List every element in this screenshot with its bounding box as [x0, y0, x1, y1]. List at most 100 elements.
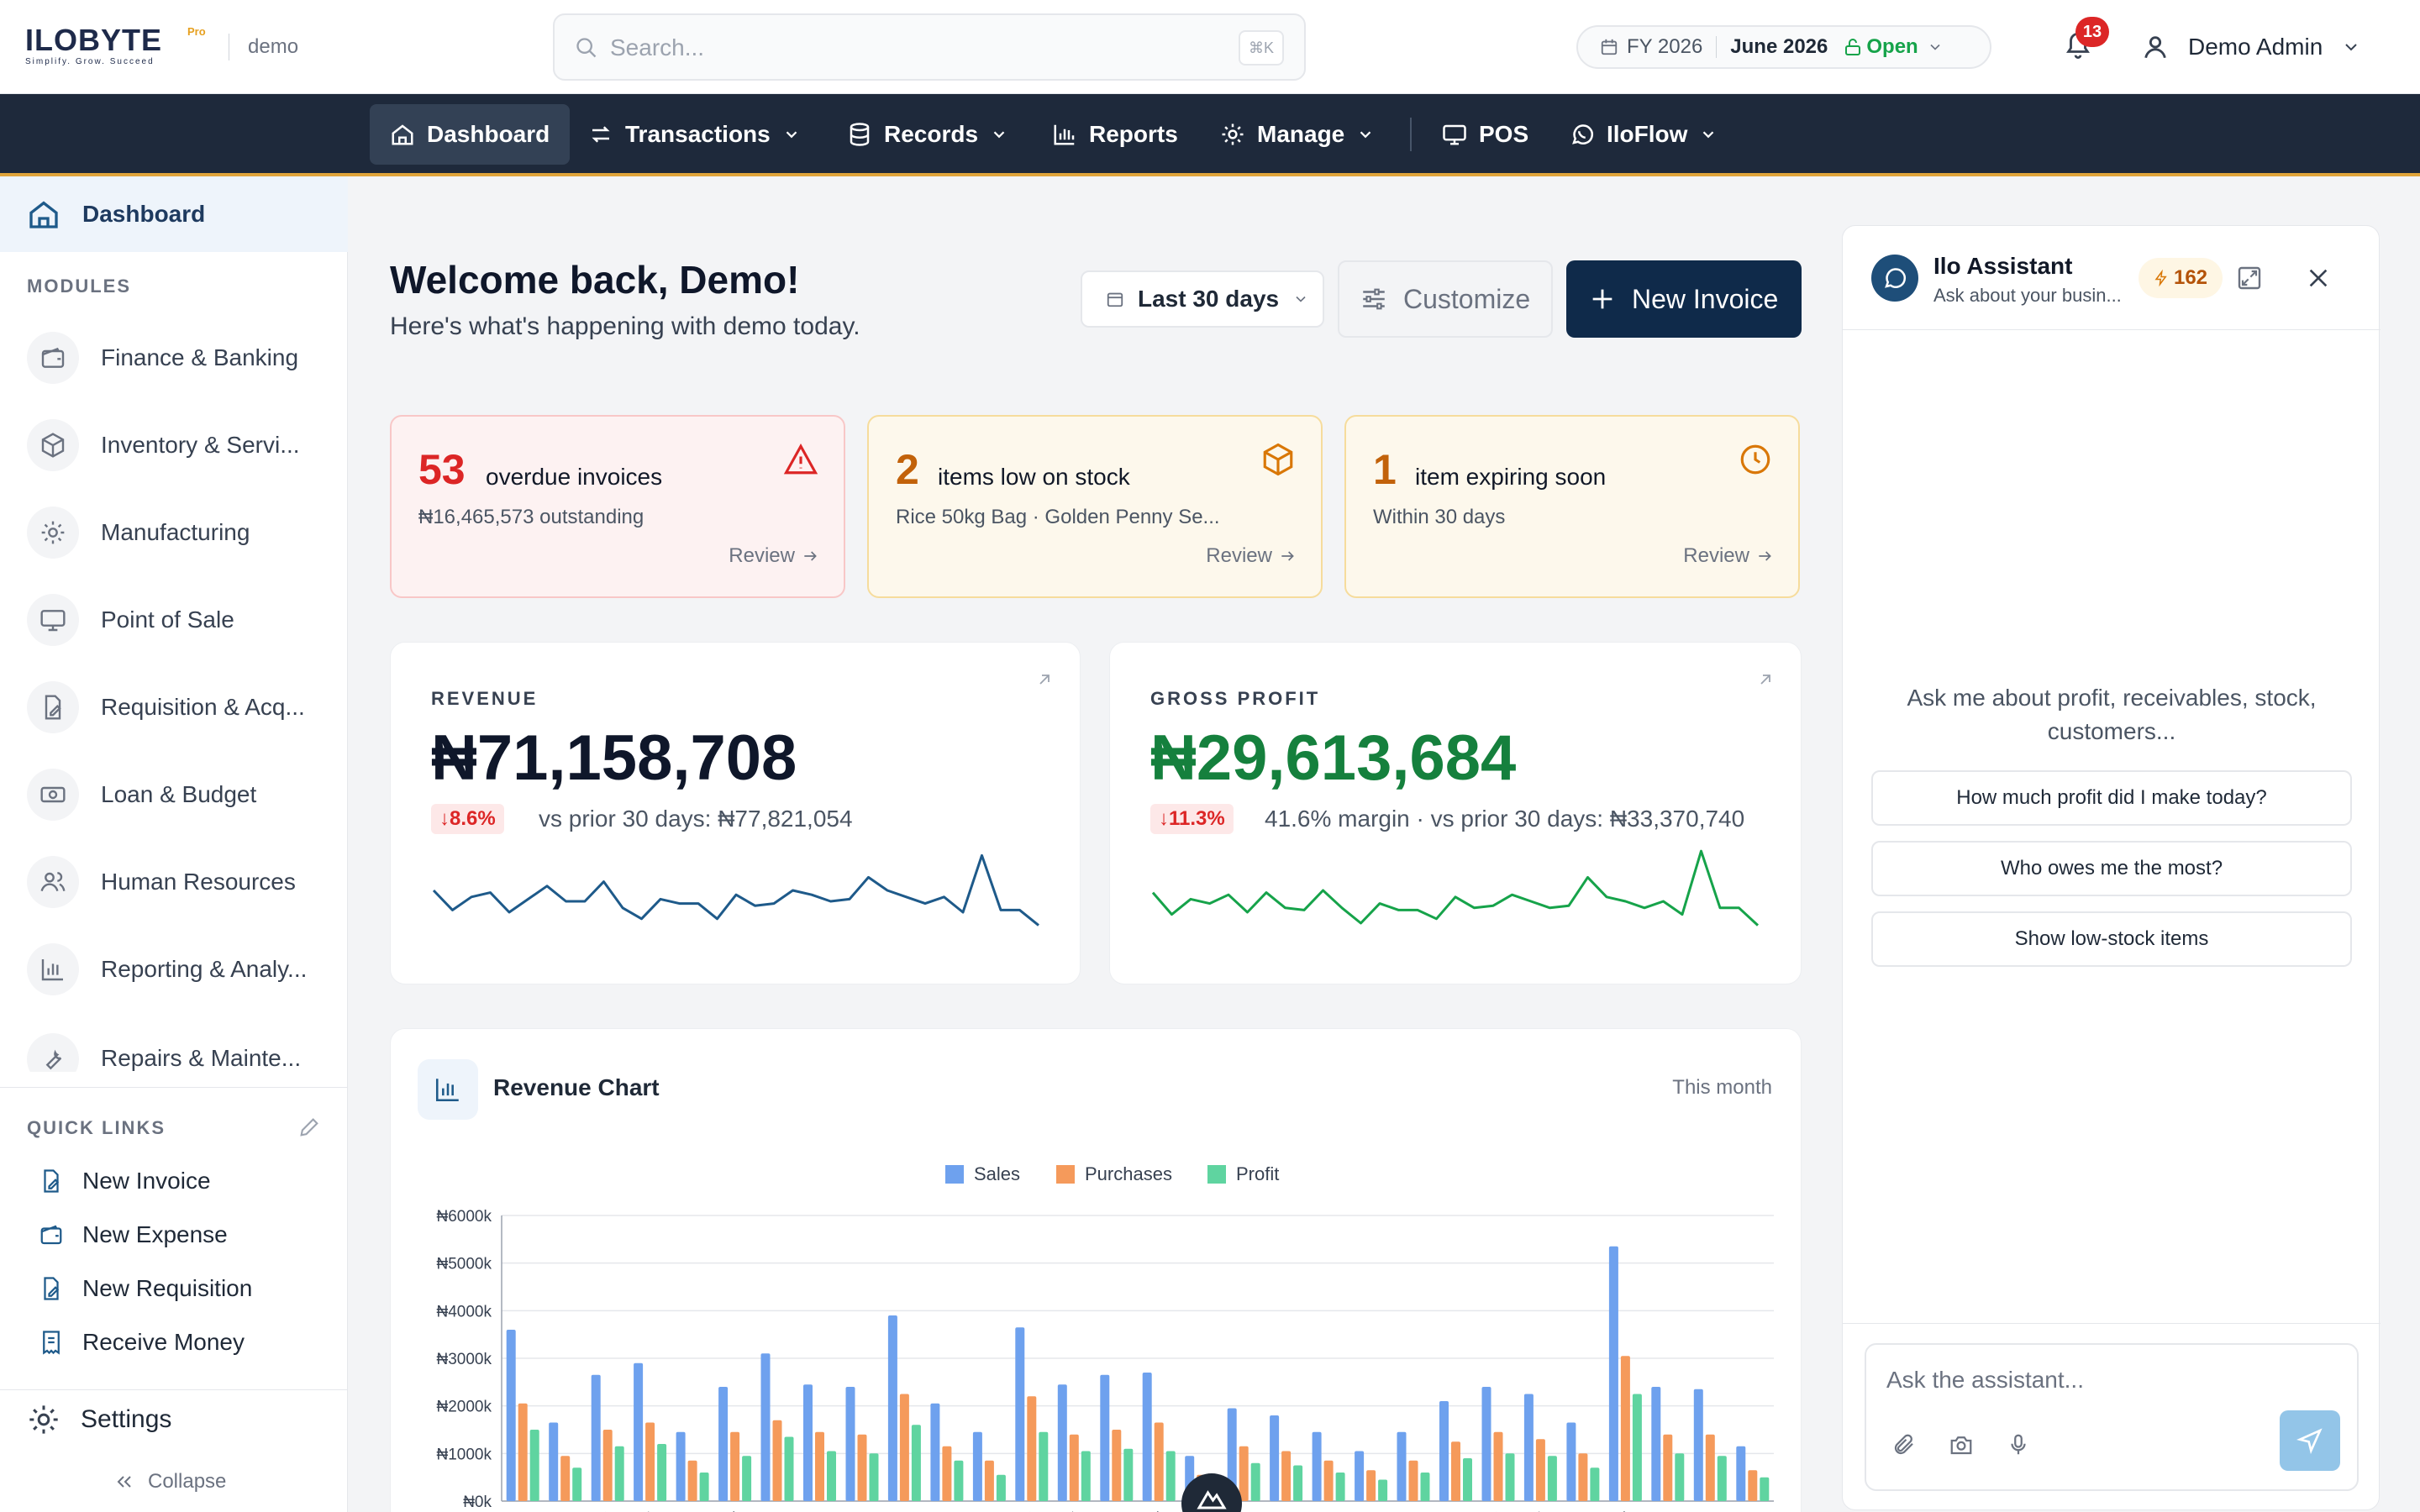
bar-purchases [1112, 1430, 1122, 1501]
sidebar-item-label: Loan & Budget [101, 781, 257, 807]
suggestion-button[interactable]: Show low-stock items [1871, 911, 2352, 967]
divider [1716, 36, 1718, 58]
bar-sales [676, 1431, 686, 1501]
review-link[interactable]: Review [729, 544, 818, 568]
alert-card-expiring[interactable]: 1 item expiring soon Within 30 days Revi… [1344, 415, 1800, 598]
bar-sales [506, 1330, 516, 1501]
bar-purchases [518, 1403, 528, 1501]
nav-dashboard[interactable]: Dashboard [370, 104, 571, 165]
nav-manage[interactable]: Manage [1200, 104, 1395, 165]
sidebar-item-label: Point of Sale [101, 606, 234, 633]
customize-button[interactable]: Customize [1338, 260, 1553, 338]
sidebar-item-pos[interactable]: Point of Sale [27, 590, 234, 650]
sidebar-item-repairs[interactable]: Repairs & Mainte... [27, 1026, 301, 1072]
bar-sales [718, 1387, 729, 1501]
sidebar-item-manufacturing[interactable]: Manufacturing [27, 502, 250, 563]
sidebar-item-reporting[interactable]: Reporting & Analy... [27, 939, 307, 1000]
banknote-icon [40, 786, 66, 803]
bar-purchases [1451, 1441, 1460, 1501]
notifications-button[interactable]: 13 [2064, 17, 2109, 62]
user-menu[interactable]: Demo Admin [2141, 30, 2361, 64]
nav-iloflow[interactable]: IloFlow [1549, 104, 1738, 165]
bar-sales [1736, 1446, 1746, 1501]
alert-card-overdue[interactable]: 53 overdue invoices ₦16,465,573 outstand… [390, 415, 845, 598]
assistant-panel: Ilo Assistant Ask about your busin... 16… [1842, 225, 2381, 1510]
bar-profit [657, 1444, 667, 1501]
expand-icon[interactable] [2236, 265, 2263, 291]
alert-label: overdue invoices [486, 464, 663, 490]
review-link[interactable]: Review [1206, 544, 1296, 568]
bar-purchases [1154, 1422, 1164, 1501]
bar-purchases [857, 1434, 867, 1501]
assistant-input[interactable]: Ask the assistant... [1865, 1343, 2359, 1491]
bar-profit [1378, 1479, 1388, 1501]
review-link[interactable]: Review [1683, 544, 1773, 568]
suggestion-button[interactable]: Who owes me the most? [1871, 841, 2352, 896]
bar-profit [1039, 1431, 1049, 1501]
y-tick-label: ₦0k [463, 1494, 492, 1511]
bar-sales [549, 1422, 559, 1501]
legend-label: Purchases [1085, 1163, 1172, 1184]
monitor-icon [1443, 124, 1466, 145]
nav-transactions[interactable]: Transactions [568, 104, 821, 165]
divider [0, 1389, 348, 1390]
fiscal-period-selector[interactable]: FY 2026 June 2026 Open [1576, 25, 1991, 69]
wallet-icon [41, 347, 65, 368]
bar-purchases [730, 1431, 740, 1501]
pencil-icon[interactable] [297, 1116, 321, 1139]
gross-profit-card[interactable]: GROSS PROFIT ₦29,613,684 ↓11.3% 41.6% ma… [1109, 642, 1802, 984]
bar-profit [1123, 1448, 1134, 1501]
gross-profit-sparkline [1151, 849, 1760, 927]
alert-detail: ₦16,465,573 outstanding [418, 506, 644, 528]
mountain-logo-icon [1197, 1490, 1227, 1509]
revenue-sparkline [432, 853, 1039, 927]
sidebar-item-finance[interactable]: Finance & Banking [27, 328, 298, 388]
alert-count: 53 [418, 446, 466, 493]
new-invoice-label: New Invoice [1632, 283, 1779, 314]
sidebar-item-settings[interactable]: Settings [27, 1403, 171, 1436]
open-external-icon[interactable] [1755, 669, 1776, 690]
open-external-icon[interactable] [1034, 669, 1055, 690]
database-icon [850, 123, 870, 146]
paperclip-icon[interactable] [1891, 1432, 1917, 1457]
nav-records[interactable]: Records [827, 104, 1028, 165]
nav-pos[interactable]: POS [1422, 104, 1549, 165]
quick-link-new-requisition[interactable]: New Requisition [39, 1275, 252, 1302]
chart-icon [41, 959, 63, 981]
close-icon[interactable] [2305, 265, 2332, 291]
sidebar-item-hr[interactable]: Human Resources [27, 852, 296, 912]
bar-profit [911, 1425, 921, 1501]
bar-purchases [645, 1422, 655, 1501]
camera-icon[interactable] [1949, 1432, 1974, 1457]
chart-period[interactable]: This month [1672, 1076, 1772, 1099]
bar-purchases [1069, 1434, 1079, 1501]
sidebar-item-inventory[interactable]: Inventory & Servi... [27, 415, 300, 475]
assistant-header: Ilo Assistant Ask about your busin... 16… [1843, 226, 2381, 330]
sidebar-item-dashboard[interactable]: Dashboard [0, 176, 348, 252]
fiscal-year: FY 2026 [1627, 35, 1703, 58]
divider [1843, 1323, 2381, 1324]
search-input[interactable]: Search... ⌘K [553, 13, 1306, 81]
nav-reports[interactable]: Reports [1032, 104, 1198, 165]
legend-label: Profit [1236, 1163, 1279, 1184]
collapse-label: Collapse [148, 1470, 227, 1493]
bar-profit [699, 1473, 709, 1501]
send-button[interactable] [2280, 1410, 2340, 1471]
sidebar-item-label: Settings [81, 1405, 172, 1433]
receipt-icon [43, 1331, 60, 1355]
chat-bubble-icon [1885, 268, 1907, 288]
sidebar-item-loan-budget[interactable]: Loan & Budget [27, 764, 256, 825]
sidebar-item-requisition[interactable]: Requisition & Acq... [27, 677, 305, 738]
alert-card-low-stock[interactable]: 2 items low on stock Rice 50kg Bag · Gol… [867, 415, 1323, 598]
collapse-sidebar-button[interactable]: Collapse [114, 1470, 226, 1494]
quick-link-new-invoice[interactable]: New Invoice [39, 1168, 211, 1194]
new-invoice-button[interactable]: New Invoice [1566, 260, 1802, 338]
sidebar-item-label: Dashboard [82, 201, 206, 227]
quick-link-new-expense[interactable]: New Expense [39, 1221, 228, 1248]
app-logo[interactable]: ILOBYTE Pro Simplify. Grow. Succeed [25, 25, 206, 69]
date-range-selector[interactable]: Last 30 days [1081, 270, 1324, 328]
microphone-icon[interactable] [2006, 1432, 2031, 1457]
suggestion-button[interactable]: How much profit did I make today? [1871, 770, 2352, 826]
quick-link-receive-money[interactable]: Receive Money [39, 1329, 245, 1356]
revenue-card[interactable]: REVENUE ₦71,158,708 ↓8.6% vs prior 30 da… [390, 642, 1081, 984]
